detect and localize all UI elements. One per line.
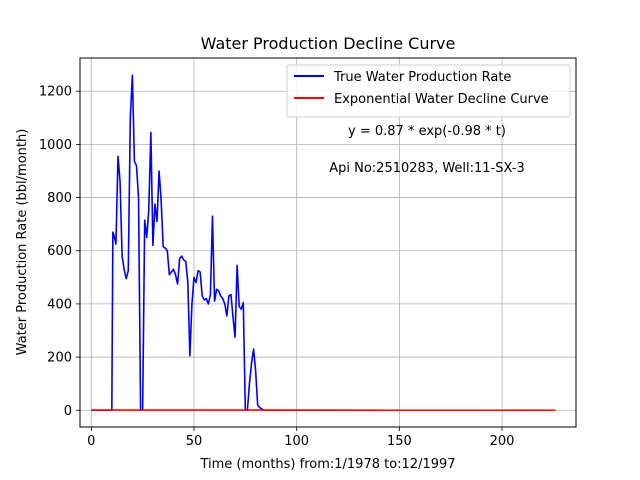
- y-tick-label: 1000: [39, 138, 72, 153]
- x-tick-label: 50: [186, 434, 203, 449]
- y-tick-label: 400: [47, 297, 72, 312]
- plot-area-frame: [79, 57, 577, 428]
- axis-ticks: 0 50 100 150 200 0 200 400 600 800 1000 1200: [39, 85, 515, 449]
- well-annotation: Api No:2510283, Well:11-SX-3: [329, 161, 525, 176]
- x-tick-label: 200: [490, 434, 515, 449]
- x-axis-label: Time (months) from:1/1978 to:12/1997: [199, 457, 455, 472]
- legend-label-true-rate: True Water Production Rate: [333, 70, 511, 85]
- true-water-rate-line: [91, 74, 556, 412]
- y-tick-label: 1200: [39, 85, 72, 100]
- x-tick-label: 0: [87, 434, 95, 449]
- series-lines: [91, 74, 556, 412]
- equation-annotation: y = 0.87 * exp(-0.98 * t): [348, 124, 506, 139]
- y-tick-label: 200: [47, 351, 72, 366]
- y-axis-label: Water Production Rate (bbl/month): [15, 129, 30, 356]
- y-tick-label: 800: [47, 191, 72, 206]
- legend-label-exponential: Exponential Water Decline Curve: [334, 92, 549, 107]
- legend-box: [286, 64, 571, 118]
- chart-title: Water Production Decline Curve: [201, 34, 456, 53]
- y-tick-label: 600: [47, 244, 72, 259]
- legend: True Water Production Rate Exponential W…: [286, 64, 571, 118]
- x-tick-label: 100: [284, 434, 309, 449]
- x-tick-label: 150: [387, 434, 412, 449]
- y-tick-label: 0: [64, 404, 72, 419]
